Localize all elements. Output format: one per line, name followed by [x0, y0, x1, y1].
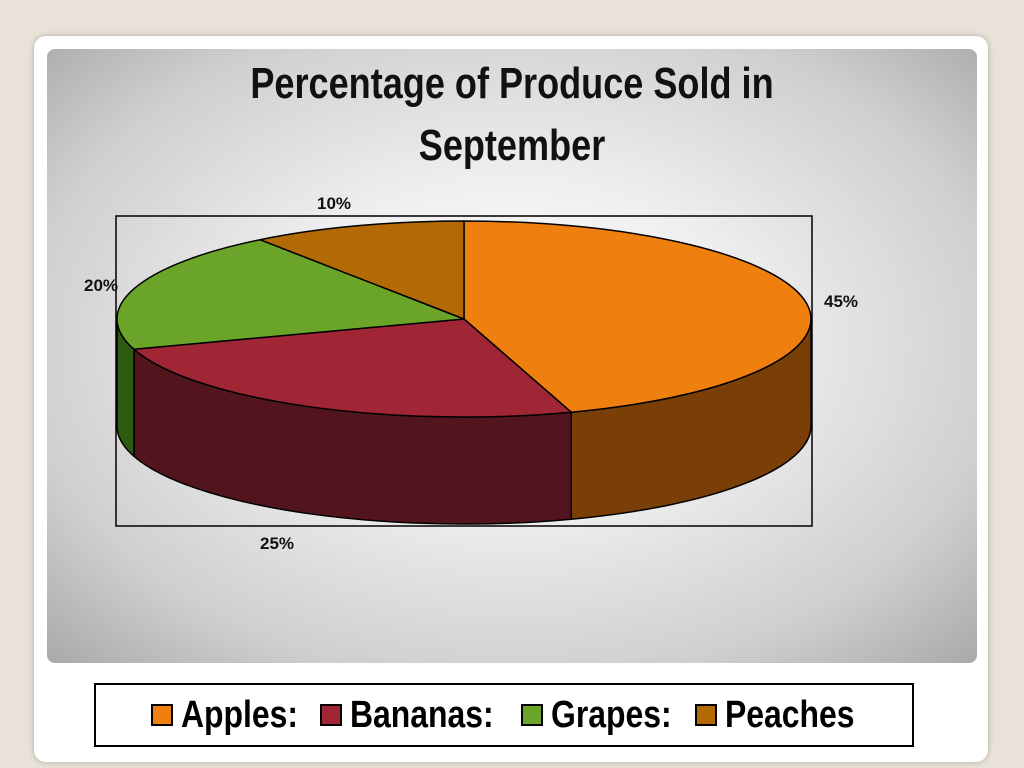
legend-item-grapes: Grapes: — [521, 694, 673, 737]
legend-swatch-apples — [150, 704, 173, 726]
chart-title-line-1: Percentage of Produce Sold in — [250, 59, 774, 108]
pie-slice-grapes — [116, 238, 465, 351]
pie-slice-peaches — [259, 220, 465, 320]
legend-label-peaches: Peaches — [724, 693, 855, 736]
pie-chart: 45% 25% 20% 10% — [84, 194, 858, 553]
data-label-grapes: 20% — [84, 276, 118, 295]
legend-label-grapes: Grapes: — [551, 693, 672, 736]
legend: Apples: Bananas: Grapes: Peaches — [94, 683, 914, 747]
legend-item-apples: Apples: — [150, 693, 298, 737]
legend-swatch-bananas — [320, 704, 343, 726]
pie-slice-apples — [463, 220, 812, 413]
data-label-peaches: 10% — [317, 194, 351, 213]
chart-panel: Percentage of Produce Sold in September … — [47, 49, 977, 663]
plot-area-frame — [115, 215, 813, 527]
data-label-bananas: 25% — [260, 534, 294, 553]
chart-title-line-2: September — [418, 121, 606, 170]
legend-item-bananas: Bananas: — [320, 694, 499, 737]
legend-item-peaches: Peaches — [694, 693, 857, 737]
data-label-apples: 45% — [824, 292, 858, 311]
chart-title: Percentage of Produce Sold in September — [131, 53, 894, 177]
pie-tops — [116, 220, 812, 418]
pie-slice-bananas — [133, 318, 572, 418]
legend-label-bananas: Bananas: — [350, 693, 494, 736]
legend-label-apples: Apples: — [180, 693, 298, 736]
pie-labels: 45% 25% 20% 10% — [84, 194, 858, 553]
legend-swatch-grapes — [521, 704, 544, 726]
legend-swatch-peaches — [694, 704, 717, 726]
